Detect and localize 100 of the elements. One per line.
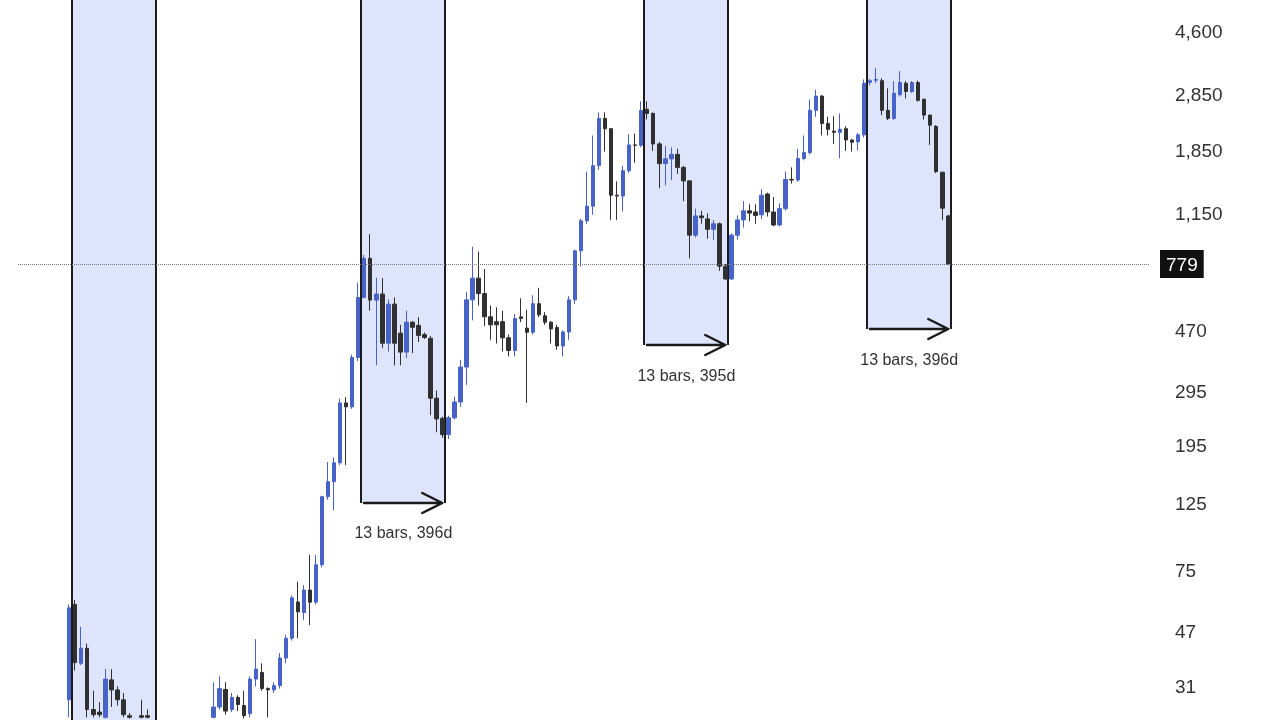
candlestick	[621, 165, 625, 212]
candlestick	[543, 311, 547, 326]
candlestick	[386, 298, 391, 352]
candlestick	[290, 595, 294, 642]
candlestick	[808, 98, 812, 155]
y-tick-label: 75	[1175, 560, 1197, 582]
candlestick	[549, 320, 553, 344]
candlestick	[308, 554, 312, 626]
candlestick	[651, 111, 655, 152]
candlestick	[272, 681, 276, 694]
candlestick	[236, 694, 240, 712]
candlestick	[248, 675, 252, 718]
candlestick	[657, 141, 662, 189]
candlestick	[561, 329, 565, 357]
candlestick	[832, 115, 836, 145]
candlestick	[374, 277, 379, 366]
candlestick	[525, 309, 529, 404]
candlestick	[296, 581, 300, 639]
candlestick	[826, 116, 830, 136]
candlestick	[886, 87, 890, 121]
candlestick	[555, 324, 559, 351]
candlestick	[802, 134, 806, 161]
candlestick	[693, 208, 698, 238]
candlestick	[928, 114, 932, 146]
candlestick	[868, 78, 872, 86]
candlestick	[332, 457, 336, 511]
candlestick	[127, 712, 132, 719]
y-tick-label: 195	[1175, 435, 1207, 457]
candlestick	[838, 112, 842, 159]
y-tick-label: 47	[1175, 621, 1197, 643]
candlestick	[645, 100, 649, 120]
candlestick	[573, 249, 577, 305]
candlestick	[519, 297, 523, 323]
candlestick	[567, 295, 571, 341]
candlestick	[922, 97, 926, 120]
candlestick	[79, 626, 83, 666]
candlestick	[284, 634, 288, 664]
candlestick	[850, 138, 854, 153]
candlestick	[223, 681, 228, 716]
candlestick	[404, 310, 409, 359]
candlestick	[585, 171, 589, 225]
candlestick	[946, 214, 951, 265]
candlestick	[230, 692, 234, 713]
ref-line-label: 779	[1166, 253, 1198, 275]
candlestick	[302, 584, 306, 621]
candlestick	[537, 287, 541, 318]
candlestick	[603, 111, 607, 153]
candlestick	[898, 70, 902, 98]
candlestick	[916, 80, 920, 103]
candlestick	[368, 233, 372, 312]
candlestick	[910, 80, 914, 94]
y-tick-label: 470	[1175, 319, 1207, 341]
annotation: 13 bars, 395d	[637, 366, 736, 384]
candlestick	[380, 277, 385, 349]
y-tick-label: 4,600	[1175, 20, 1223, 42]
candlestick	[350, 354, 354, 410]
candlestick	[356, 282, 360, 362]
candlestick	[314, 554, 318, 605]
candlestick	[278, 652, 282, 690]
annotation: 13 bars, 396d	[354, 524, 453, 542]
candlestick	[338, 398, 342, 466]
candlestick	[874, 67, 878, 84]
candlestick	[844, 125, 848, 152]
candlestick	[862, 78, 866, 138]
y-tick-label: 125	[1175, 493, 1207, 515]
candlestick	[627, 133, 631, 174]
candlestick	[904, 80, 908, 99]
candlestick	[591, 134, 595, 216]
candlestick	[242, 690, 246, 719]
candlestick	[633, 133, 637, 164]
candlestick	[856, 132, 860, 151]
candlestick	[609, 127, 613, 221]
candlestick	[362, 254, 366, 299]
candlestick	[260, 662, 264, 692]
candlestick	[892, 80, 896, 121]
candlestick	[615, 180, 619, 221]
candlestick	[266, 686, 270, 718]
candlestick	[344, 396, 348, 466]
candlestick	[789, 166, 794, 185]
candlestick	[254, 638, 258, 687]
candlestick	[796, 148, 800, 183]
y-tick-label: 2,850	[1175, 83, 1223, 105]
candlestick	[85, 643, 89, 718]
candlestick	[326, 461, 330, 501]
candlestick	[320, 495, 324, 568]
annotation: 13 bars, 396d	[860, 350, 959, 368]
candlestick	[639, 100, 643, 148]
y-tick-label: 31	[1175, 675, 1197, 697]
candlestick	[934, 124, 938, 174]
candlestick	[513, 313, 517, 357]
y-tick-label: 1,150	[1175, 202, 1223, 224]
candlestick	[940, 170, 945, 221]
candlestick	[705, 212, 710, 240]
candlestick	[67, 603, 71, 718]
candlestick	[579, 218, 583, 267]
candlestick	[711, 219, 716, 241]
candlestick	[759, 188, 764, 220]
y-tick-label: 295	[1175, 380, 1207, 402]
candlestick	[814, 89, 818, 118]
y-tick-label: 1,850	[1175, 140, 1223, 162]
